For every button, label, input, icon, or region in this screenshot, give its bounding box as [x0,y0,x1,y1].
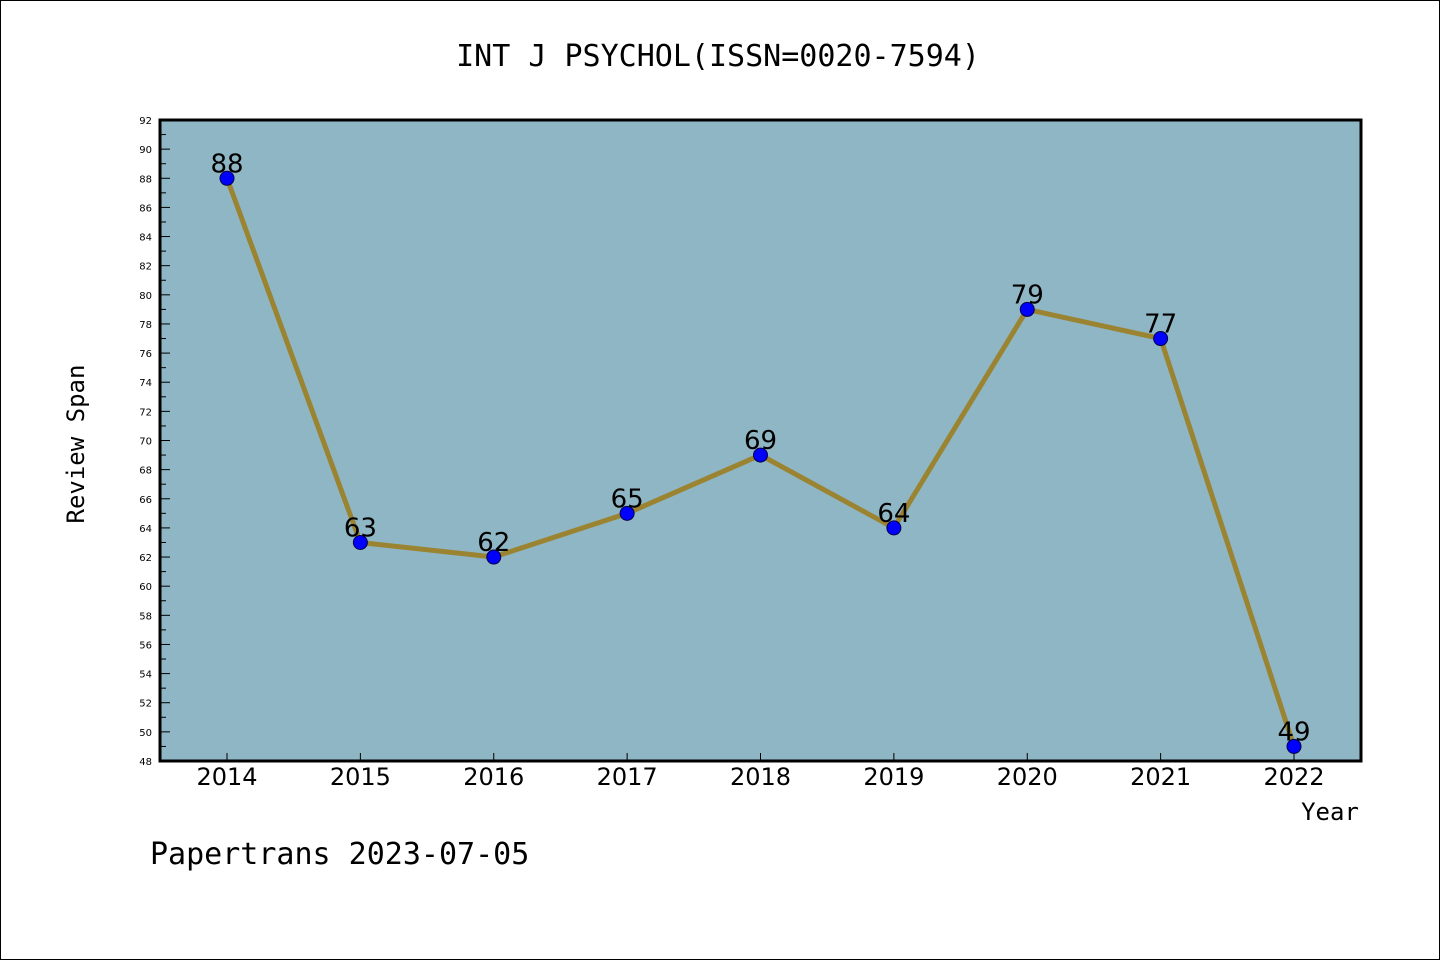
data-point [219,170,235,186]
y-tick-label: 58 [139,611,152,622]
y-tick-label: 68 [139,466,152,477]
y-tick-label: 84 [139,233,152,244]
y-tick-label: 86 [139,203,152,214]
data-label: 69 [744,426,777,456]
data-label: 77 [1144,310,1177,340]
y-tick-label: 52 [139,699,152,710]
y-tick-label: 76 [139,349,152,360]
data-point [753,447,768,463]
y-tick-label: 78 [139,320,152,331]
y-tick-label: 74 [139,378,152,389]
footer-credit: Papertrans 2023-07-05 [150,837,529,872]
data-label: 64 [877,499,910,529]
y-tick-label: 54 [139,670,152,681]
data-label: 63 [344,513,377,543]
x-tick-label: 2018 [730,763,791,791]
y-tick-label: 64 [139,524,152,535]
data-labels: 88 63 62 65 69 64 79 77 49 [210,149,1310,747]
x-tick-label: 2022 [1263,763,1324,791]
y-axis-label: Review Span [62,365,90,524]
data-point [352,534,368,550]
x-tick-label: 2016 [463,763,524,791]
y-tick-label: 80 [139,291,152,302]
y-tick-label: 72 [139,407,152,418]
x-tick-label: 2015 [330,763,391,791]
y-tick-label: 66 [139,495,152,506]
data-label: 65 [611,484,644,514]
x-tick-label: 2021 [1130,763,1191,791]
data-point [486,549,502,565]
y-tick-label: 60 [139,582,152,593]
y-tick-label: 48 [139,757,152,768]
data-point [1153,331,1169,347]
chart-title: INT J PSYCHOL(ISSN=0020-7594) [456,39,980,74]
x-tick-label: 2017 [597,763,658,791]
y-tick-label: 90 [139,145,152,156]
data-label: 79 [1011,280,1044,310]
data-point [619,505,635,521]
y-tick-label: 62 [139,553,152,564]
data-point [1019,301,1035,317]
x-axis: 2014 2015 2016 2017 2018 2019 2020 2021 2022 [196,753,1325,791]
plot-area [160,120,1361,761]
y-tick-label: 70 [139,437,152,448]
y-tick-label: 56 [139,640,152,651]
x-tick-label: 2020 [997,763,1058,791]
data-markers [219,170,1302,754]
data-point [886,520,902,536]
y-tick-label: 50 [139,728,152,739]
x-tick-label: 2014 [196,763,257,791]
y-tick-label: 82 [139,262,152,273]
data-point [1286,738,1302,754]
y-tick-label: 88 [139,174,152,185]
data-label: 49 [1277,717,1310,747]
data-label: 62 [477,528,510,558]
plot-border [158,118,1363,763]
y-tick-label: 92 [139,116,152,127]
data-label: 88 [210,149,243,179]
x-axis-label: Year [1301,798,1359,826]
x-tick-label: 2019 [863,763,924,791]
